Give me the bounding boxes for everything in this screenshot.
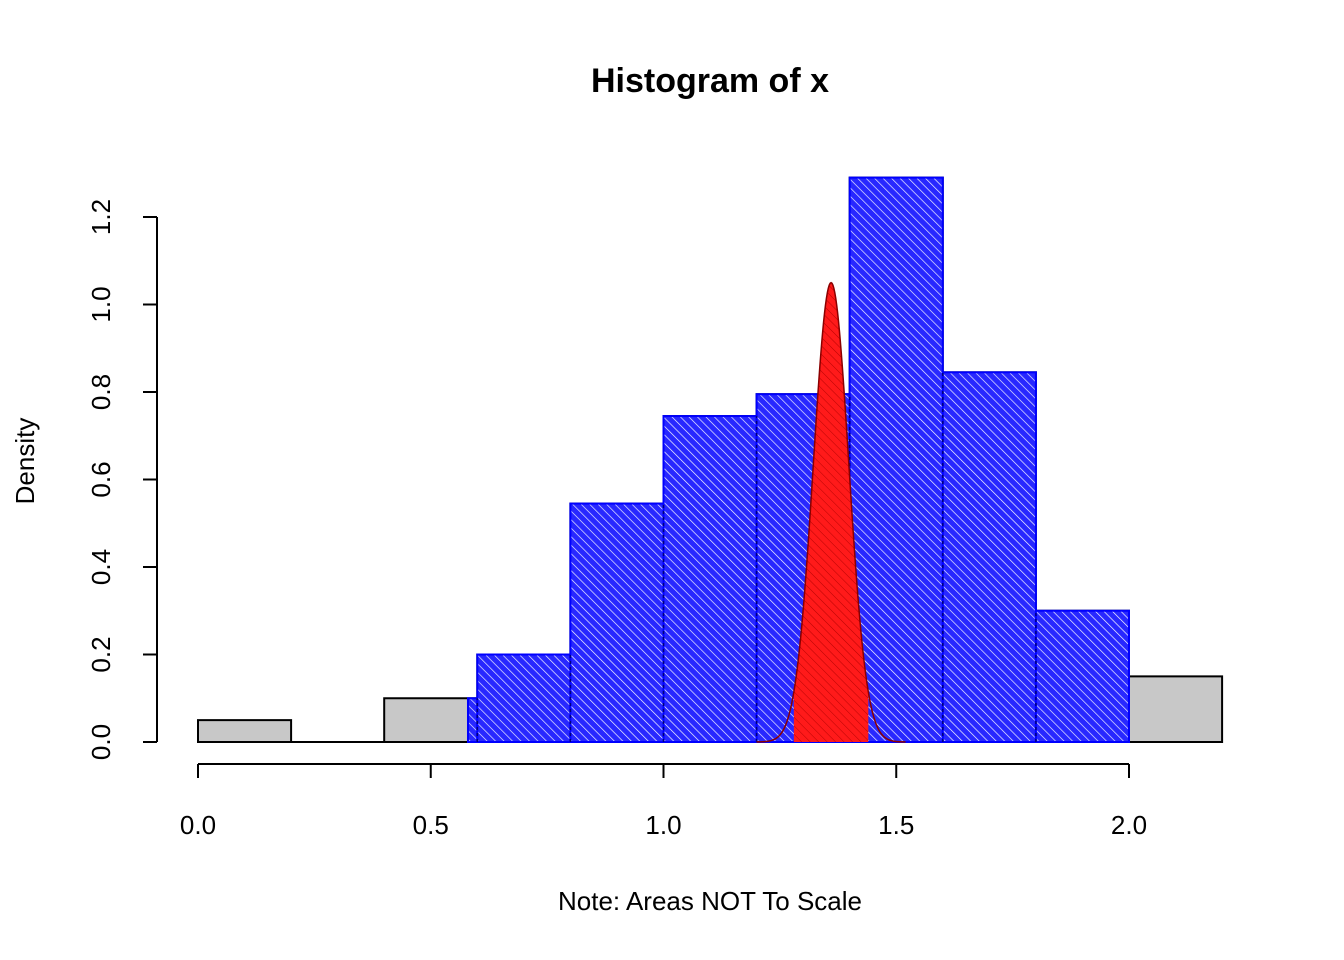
x-tick-label: 0.5 <box>413 810 449 840</box>
highlight-bar-5 <box>662 415 758 743</box>
x-tick-label: 0.0 <box>180 810 216 840</box>
normal-curve-line <box>756 281 906 743</box>
x-axis: 0.0 0.5 1.0 1.5 2.0 <box>180 763 1147 840</box>
y-tick-label: 0.4 <box>86 549 116 585</box>
highlight-bar-8 <box>941 371 1037 743</box>
y-tick-label: 1.0 <box>86 286 116 322</box>
x-tick-label: 1.0 <box>645 810 681 840</box>
y-tick-label: 0.8 <box>86 374 116 410</box>
hist-bar-10 <box>1128 675 1224 743</box>
y-tick-label: 0.6 <box>86 461 116 497</box>
x-tick-label: 1.5 <box>878 810 914 840</box>
highlight-bar-3 <box>476 653 572 743</box>
y-axis-label: Density <box>10 418 40 505</box>
y-axis: 0.0 0.2 0.4 0.6 0.8 1.0 1.2 <box>86 199 158 760</box>
normal-curve-layer <box>756 281 906 743</box>
highlight-bar-7 <box>848 176 944 743</box>
x-tick-label: 2.0 <box>1111 810 1147 840</box>
hist-bar-2 <box>383 697 479 743</box>
chart-title: Histogram of x <box>591 62 829 100</box>
y-tick-label: 1.2 <box>86 199 116 235</box>
x-axis-label: Note: Areas NOT To Scale <box>558 886 862 916</box>
hist-bar-0 <box>197 719 293 743</box>
normal-curve-shade <box>793 282 869 742</box>
highlight-bar-4 <box>569 502 665 743</box>
y-tick-label: 0.0 <box>86 724 116 760</box>
y-tick-label: 0.2 <box>86 636 116 672</box>
highlight-bar-2 <box>466 697 479 743</box>
highlight-bar-9 <box>1034 609 1131 743</box>
